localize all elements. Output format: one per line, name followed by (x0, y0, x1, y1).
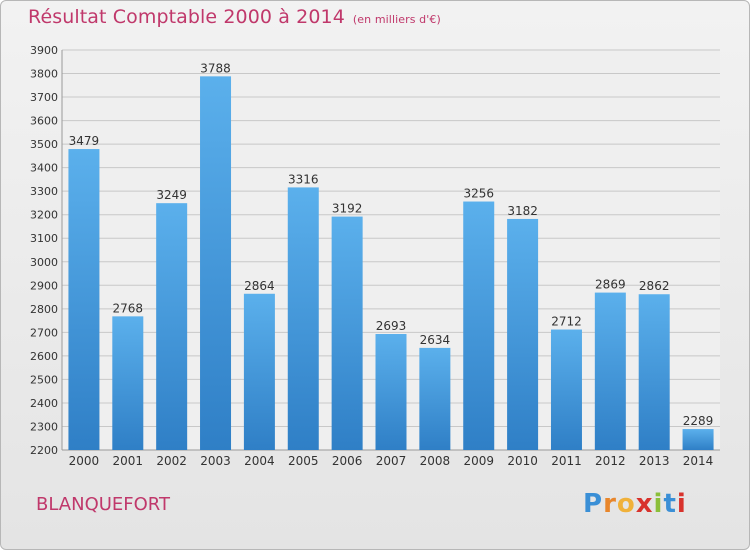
bar-2003[interactable] (200, 76, 232, 451)
y-tick-label: 2800 (30, 303, 58, 316)
bar-2004[interactable] (243, 293, 275, 450)
x-tick-label-2010: 2010 (507, 454, 538, 468)
y-tick-label: 2600 (30, 350, 58, 363)
y-tick-label: 3700 (30, 91, 58, 104)
y-tick-label: 2200 (30, 444, 58, 457)
x-tick-label-2011: 2011 (551, 454, 582, 468)
logo-letter: i (653, 489, 664, 519)
city-name: BLANQUEFORT (36, 494, 170, 515)
x-tick-label-2007: 2007 (376, 454, 407, 468)
bar-2013[interactable] (638, 294, 670, 450)
value-label-2001: 2768 (113, 301, 144, 315)
bar-2007[interactable] (375, 334, 407, 450)
value-label-2012: 2869 (595, 278, 626, 292)
value-label-2014: 2289 (683, 414, 714, 428)
value-label-2002: 3249 (156, 188, 187, 202)
x-tick-label-2006: 2006 (332, 454, 363, 468)
logo-letter: P (583, 489, 604, 519)
x-tick-label-2008: 2008 (420, 454, 451, 468)
value-label-2011: 2712 (551, 315, 582, 329)
x-tick-label-2001: 2001 (113, 454, 144, 468)
x-tick-label-2004: 2004 (244, 454, 275, 468)
y-tick-label: 2500 (30, 373, 58, 386)
value-label-2008: 2634 (420, 333, 451, 347)
y-tick-label: 3600 (30, 115, 58, 128)
bar-2009[interactable] (463, 201, 495, 450)
value-label-2004: 2864 (244, 279, 275, 293)
x-tick-label-2003: 2003 (200, 454, 231, 468)
y-tick-label: 3900 (30, 44, 58, 57)
bar-2000[interactable] (68, 149, 100, 450)
chart-title-text: Résultat Comptable 2000 à 2014 (28, 6, 345, 28)
bar-2005[interactable] (287, 187, 319, 451)
bar-2002[interactable] (156, 203, 188, 450)
x-tick-label-2013: 2013 (639, 454, 670, 468)
y-tick-label: 2400 (30, 397, 58, 410)
value-label-2000: 3479 (69, 134, 100, 148)
y-tick-label: 2300 (30, 420, 58, 433)
value-label-2005: 3316 (288, 172, 319, 186)
y-tick-label: 3300 (30, 185, 58, 198)
y-tick-label: 3000 (30, 256, 58, 269)
value-label-2006: 3192 (332, 202, 363, 216)
chart-title: Résultat Comptable 2000 à 2014 (en millie… (28, 6, 441, 28)
logo-letter: r (603, 489, 617, 519)
logo-letter: i (676, 489, 687, 519)
y-tick-label: 3200 (30, 209, 58, 222)
bar-2011[interactable] (550, 329, 582, 450)
value-label-2013: 2862 (639, 279, 670, 293)
value-label-2010: 3182 (507, 204, 538, 218)
y-tick-label: 2700 (30, 326, 58, 339)
bar-2008[interactable] (419, 347, 451, 450)
x-tick-label-2012: 2012 (595, 454, 626, 468)
y-tick-label: 3400 (30, 162, 58, 175)
value-label-2007: 2693 (376, 319, 407, 333)
bar-2001[interactable] (112, 316, 144, 450)
bar-2006[interactable] (331, 216, 363, 450)
proxiti-logo[interactable]: Proxiti (583, 489, 687, 519)
logo-letter: o (616, 489, 636, 519)
x-tick-label-2002: 2002 (156, 454, 187, 468)
bar-2012[interactable] (594, 292, 626, 450)
x-tick-label-2014: 2014 (683, 454, 714, 468)
bar-2010[interactable] (507, 218, 539, 450)
value-label-2009: 3256 (463, 187, 494, 201)
x-tick-label-2009: 2009 (463, 454, 494, 468)
y-tick-label: 2900 (30, 279, 58, 292)
chart-unit: (en milliers d'€) (352, 13, 441, 26)
y-tick-label: 3800 (30, 68, 58, 81)
logo-letter: t (663, 489, 677, 519)
y-tick-label: 3100 (30, 232, 58, 245)
x-tick-label-2000: 2000 (69, 454, 100, 468)
value-label-2003: 3788 (200, 61, 231, 75)
logo-letter: x (635, 489, 654, 519)
x-tick-label-2005: 2005 (288, 454, 319, 468)
y-tick-label: 3500 (30, 138, 58, 151)
bar-2014[interactable] (682, 429, 714, 450)
